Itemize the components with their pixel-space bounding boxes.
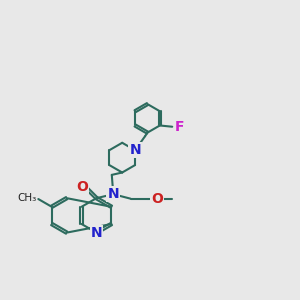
Text: N: N [91,226,102,240]
Text: O: O [76,180,88,194]
Text: CH₃: CH₃ [18,194,37,203]
Text: F: F [175,120,184,134]
Text: N: N [107,187,119,201]
Text: N: N [129,143,141,157]
Text: O: O [151,192,163,206]
